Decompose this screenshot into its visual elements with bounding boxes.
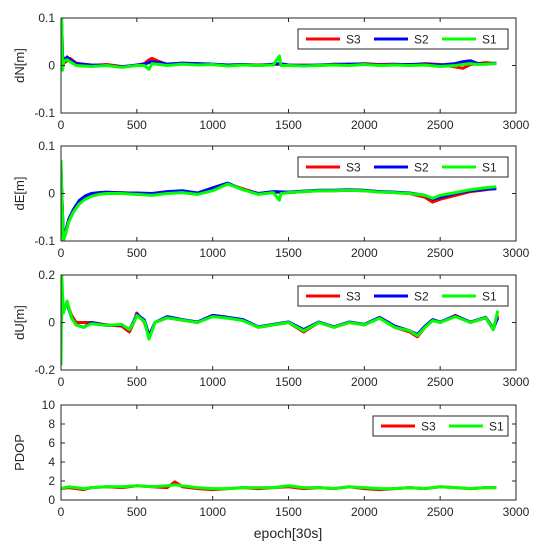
panel-dU: 0 500 1000 1500 2000 2500 3000-0.200.2dU[m]S3 S… bbox=[12, 268, 530, 389]
y-tick-label: 0.1 bbox=[38, 11, 55, 25]
x-tick-label: 3000 bbox=[503, 505, 530, 519]
x-tick-label: 0 bbox=[58, 246, 65, 260]
y-tick-label: -0.2 bbox=[34, 363, 55, 377]
series-group bbox=[61, 275, 500, 366]
y-tick-label: 0 bbox=[48, 59, 55, 73]
x-tick-label: 2500 bbox=[427, 375, 454, 389]
x-tick-label: 500 bbox=[127, 246, 147, 260]
x-tick-label: 2500 bbox=[427, 246, 454, 260]
x-tick-label: 2000 bbox=[351, 118, 378, 132]
legend-label-S3: S3 bbox=[346, 33, 361, 47]
series-group bbox=[61, 18, 497, 72]
x-tick-label: 1500 bbox=[275, 505, 302, 519]
x-tick-label: 1000 bbox=[199, 246, 226, 260]
series-group bbox=[61, 160, 497, 241]
x-tick-label: 2000 bbox=[351, 505, 378, 519]
legend-label-S2: S2 bbox=[414, 290, 429, 304]
legend-label-S2: S2 bbox=[414, 33, 429, 47]
y-tick-label: 0.2 bbox=[38, 268, 55, 282]
series-line-S1 bbox=[61, 275, 500, 366]
x-tick-label: 2500 bbox=[427, 505, 454, 519]
legend-label-S1: S1 bbox=[489, 420, 504, 434]
y-axis-label: PDOP bbox=[12, 434, 27, 471]
panel-dE: 0 500 1000 1500 2000 2500 3000-0.100.1dE[m]S3 S… bbox=[12, 139, 530, 260]
x-tick-label: 3000 bbox=[503, 118, 530, 132]
y-tick-label: 0 bbox=[48, 493, 55, 507]
x-tick-label: 2000 bbox=[351, 375, 378, 389]
y-tick-label: 0 bbox=[48, 187, 55, 201]
legend-label-S3: S3 bbox=[421, 420, 436, 434]
legend-box bbox=[372, 415, 509, 437]
x-tick-label: 1500 bbox=[275, 118, 302, 132]
legend: S3 S2 S1 bbox=[297, 28, 509, 50]
y-tick-label: 0 bbox=[48, 316, 55, 330]
y-tick-label: 6 bbox=[48, 436, 55, 450]
legend: S3 S2 S1 bbox=[297, 285, 509, 307]
y-tick-label: -0.1 bbox=[34, 234, 55, 248]
y-axis-label: dN[m] bbox=[12, 48, 27, 83]
x-tick-label: 3000 bbox=[503, 375, 530, 389]
series-line-S1 bbox=[61, 483, 497, 491]
x-tick-label: 500 bbox=[127, 118, 147, 132]
y-axis-label: dE[m] bbox=[12, 177, 27, 211]
series-group bbox=[61, 480, 497, 492]
legend-label-S3: S3 bbox=[346, 290, 361, 304]
y-tick-label: 2 bbox=[48, 474, 55, 488]
x-tick-label: 1000 bbox=[199, 118, 226, 132]
y-tick-label: -0.1 bbox=[34, 106, 55, 120]
legend-label-S2: S2 bbox=[414, 161, 429, 175]
x-tick-label: 500 bbox=[127, 505, 147, 519]
x-tick-label: 0 bbox=[58, 118, 65, 132]
legend-label-S1: S1 bbox=[482, 33, 497, 47]
legend-label-S1: S1 bbox=[482, 290, 497, 304]
y-tick-label: 4 bbox=[48, 455, 55, 469]
y-axis-label: dU[m] bbox=[12, 305, 27, 340]
x-tick-label: 1000 bbox=[199, 375, 226, 389]
legend-label-S3: S3 bbox=[346, 161, 361, 175]
legend: S3 S2 S1 bbox=[297, 156, 509, 178]
legend-label-S1: S1 bbox=[482, 161, 497, 175]
y-tick-label: 10 bbox=[42, 398, 56, 412]
x-tick-label: 1500 bbox=[275, 246, 302, 260]
x-tick-label: 3000 bbox=[503, 246, 530, 260]
x-tick-label: 0 bbox=[58, 505, 65, 519]
panels: 0 500 1000 1500 2000 2500 3000-0.100.1dN[m]S3 S… bbox=[12, 11, 530, 519]
y-tick-label: 8 bbox=[48, 417, 55, 431]
x-tick-label: 1000 bbox=[199, 505, 226, 519]
legend: S3 S1 bbox=[372, 415, 509, 437]
series-line-S1 bbox=[61, 18, 497, 72]
panel-dN: 0 500 1000 1500 2000 2500 3000-0.100.1dN[m]S3 S… bbox=[12, 11, 530, 132]
x-tick-label: 1500 bbox=[275, 375, 302, 389]
panel-PDOP: 0 500 1000 1500 2000 2500 3000 0 2 4 6 8 10 PDOP S3 S1 bbox=[12, 398, 530, 519]
x-axis-title: epoch[30s] bbox=[254, 525, 323, 541]
y-tick-label: 0.1 bbox=[38, 139, 55, 153]
x-tick-label: 2000 bbox=[351, 246, 378, 260]
x-tick-label: 500 bbox=[127, 375, 147, 389]
series-line-S1 bbox=[61, 160, 497, 241]
x-tick-label: 2500 bbox=[427, 118, 454, 132]
x-tick-label: 0 bbox=[58, 375, 65, 389]
